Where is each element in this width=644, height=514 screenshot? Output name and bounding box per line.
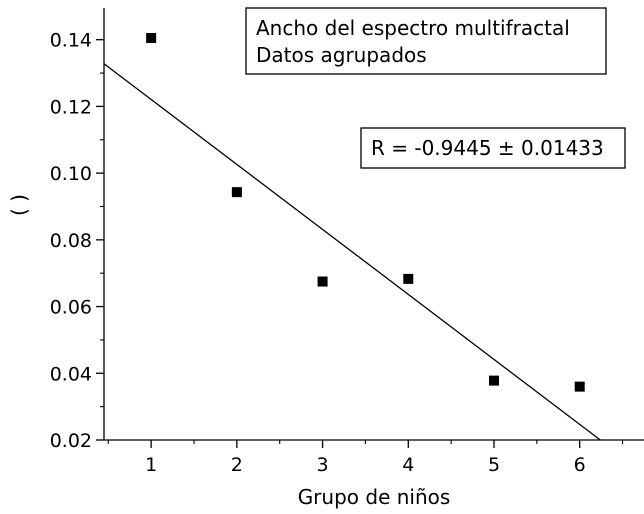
legend-line-1: Ancho del espectro multifractal (256, 16, 570, 40)
y-tick-label: 0.10 (50, 163, 92, 185)
x-tick-label: 2 (231, 454, 243, 476)
x-tick-label: 1 (145, 454, 157, 476)
data-point (146, 33, 157, 44)
legend-frame (245, 7, 607, 75)
y-axis-ticks: 0.02 0.04 0.06 0.08 0.10 0.12 0.14 (50, 30, 104, 452)
correlation-box: R = -0.9445 ± 0.01433 (360, 127, 626, 169)
data-point (574, 381, 585, 392)
y-tick-label: 0.08 (50, 230, 92, 252)
x-axis-title: Grupo de niños (298, 485, 451, 509)
data-point (403, 273, 414, 284)
y-tick-label: 0.02 (50, 430, 92, 452)
x-axis-ticks: 1 2 3 4 5 6 (107, 440, 624, 476)
legend-box: Ancho del espectro multifractal Datos ag… (245, 7, 607, 75)
y-tick-label: 0.06 (50, 297, 92, 319)
y-tick-label: 0.04 (50, 363, 92, 385)
x-tick-label: 5 (488, 454, 500, 476)
fit-line (103, 63, 601, 441)
x-tick-label: 3 (317, 454, 329, 476)
data-point (489, 375, 499, 386)
data-points (146, 33, 585, 392)
data-point (231, 187, 242, 198)
y-tick-label: 0.14 (50, 30, 92, 52)
correlation-frame (360, 127, 626, 169)
fit-line-group (103, 63, 601, 441)
y-tick-label: 0.12 (50, 96, 92, 118)
legend-line-2: Datos agrupados (256, 43, 427, 67)
correlation-text: R = -0.9445 ± 0.01433 (371, 136, 604, 160)
y-axis-title: ( ) (7, 194, 31, 216)
data-point (317, 276, 328, 287)
x-tick-label: 6 (574, 454, 586, 476)
x-tick-label: 4 (402, 454, 414, 476)
